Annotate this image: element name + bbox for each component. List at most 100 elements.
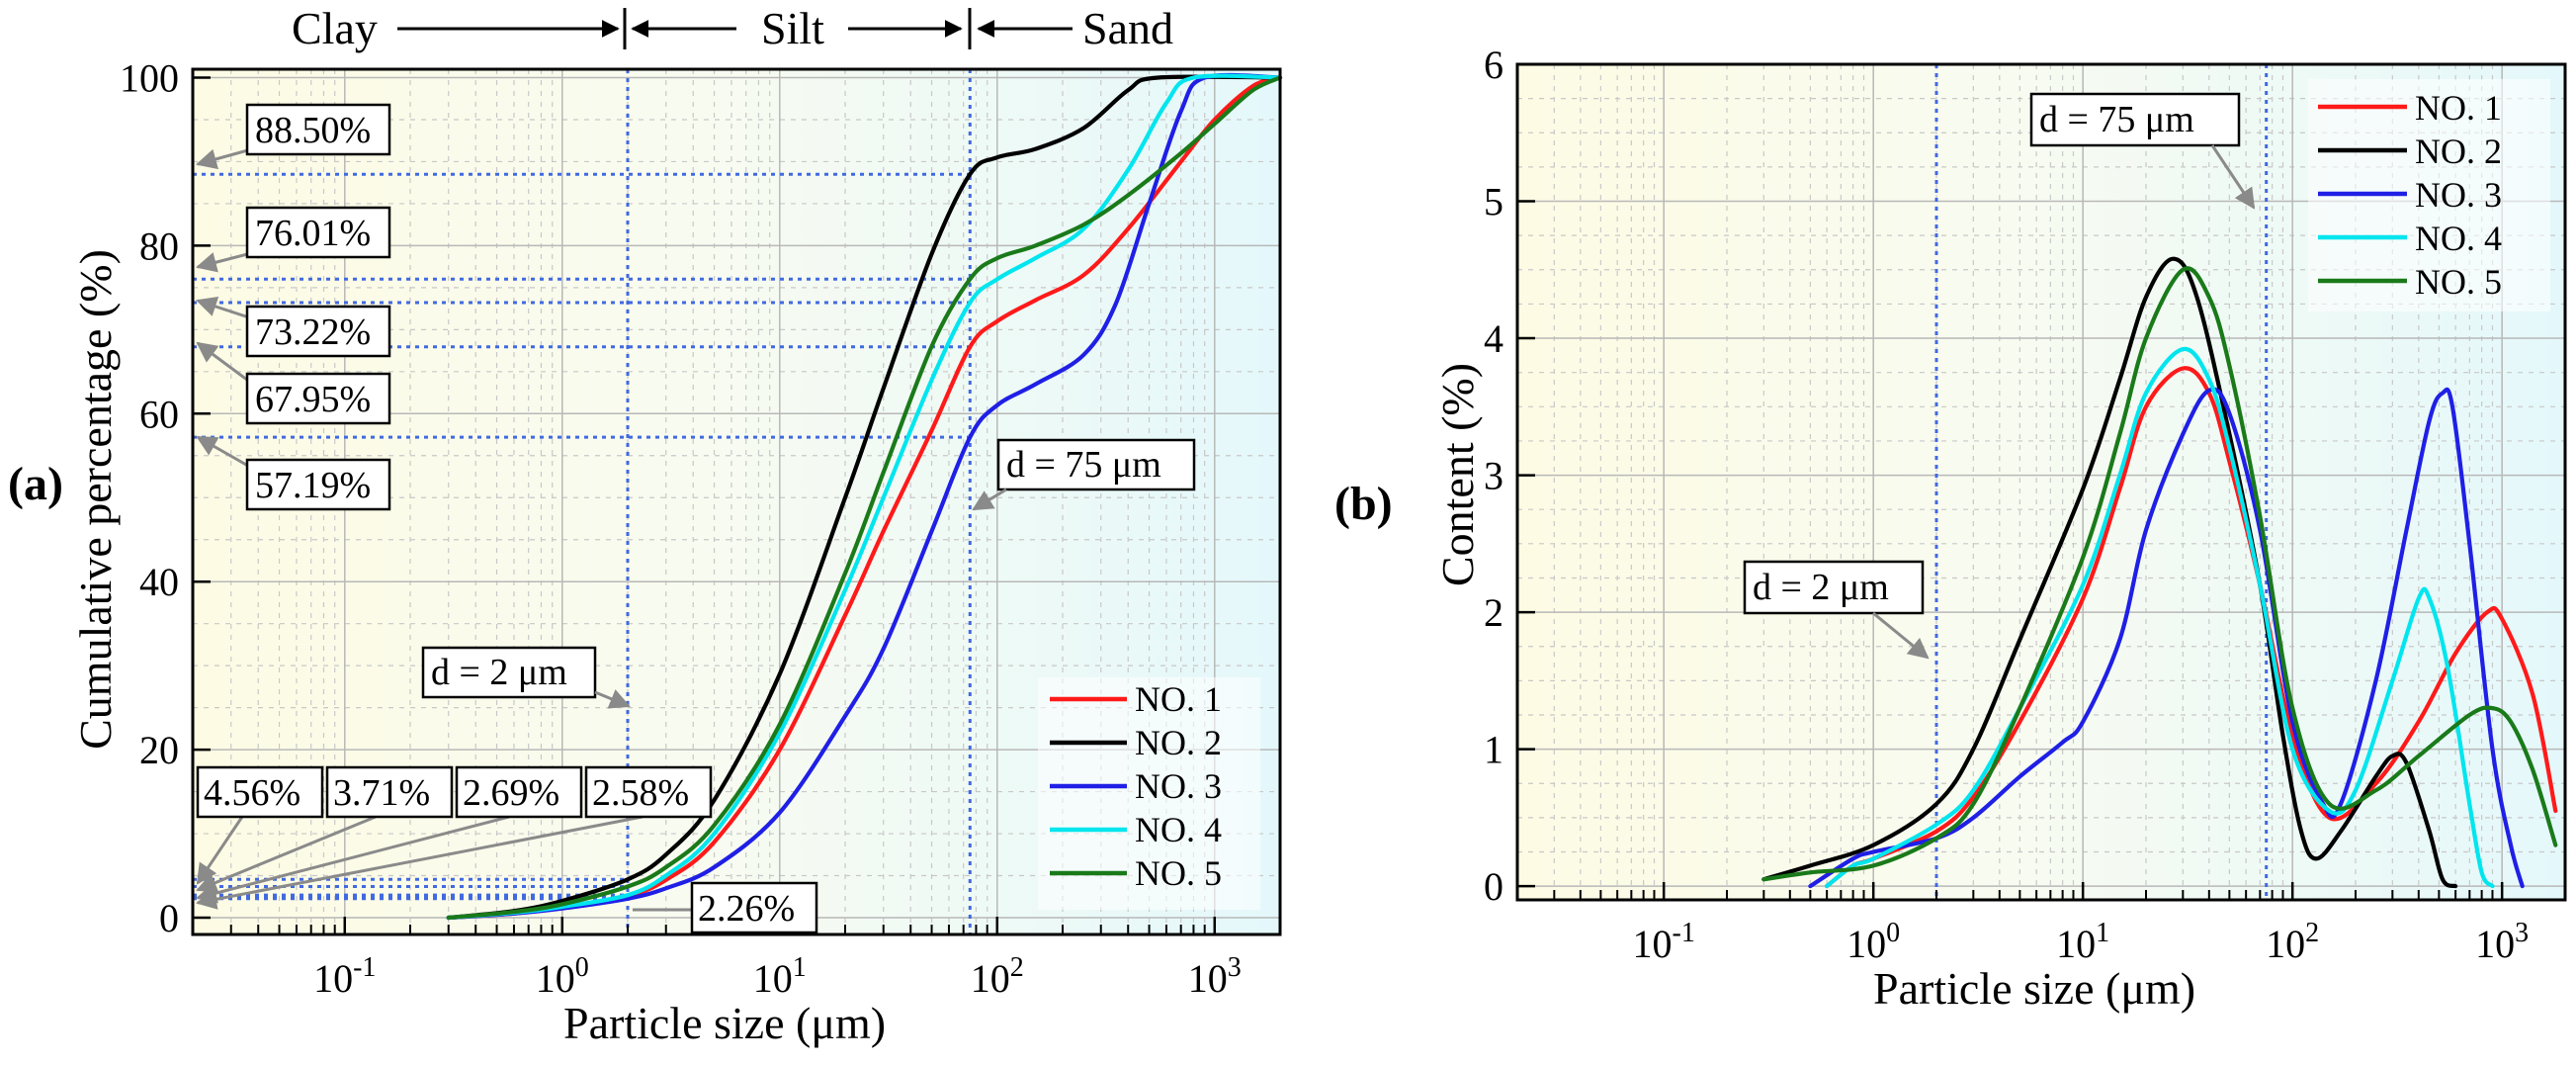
panel-b-ref-box-75um [2029, 92, 2241, 147]
legend-b-label-no1: NO. 1 [2415, 88, 2502, 128]
callout-arrow-88-50 [195, 146, 256, 170]
x-tick-label: 10-1 [1633, 918, 1695, 966]
callout-arrow-67-95 [196, 341, 256, 388]
callout-box-88-50 [245, 103, 391, 156]
legend-a-label-no3: NO. 3 [1135, 766, 1222, 806]
panel-b-ref-annotations: d = 2 μm d = 75 μm [1743, 92, 2256, 660]
zone-label-silt: Silt [761, 3, 824, 53]
x-tick-label: 100 [536, 952, 589, 1001]
callout-label-3-71: 3.71% [333, 772, 430, 814]
callout-arrow-73-22 [196, 296, 256, 321]
callout-box-3-71 [325, 765, 454, 819]
callout-box-57-19 [245, 458, 391, 511]
y-tick-label: 80 [139, 223, 179, 268]
panel-b-series-no2 [1761, 256, 2458, 889]
panel-a-x-axis-title: Particle size (μm) [563, 998, 886, 1048]
panel-a-legend: NO. 1 NO. 2 NO. 3 NO. 4 NO. 5 [1038, 677, 1260, 910]
callout-label-57-19: 57.19% [255, 465, 371, 506]
panel-b-y-axis-title: Content (%) [1432, 363, 1483, 586]
legend-a-label-no1: NO. 1 [1135, 679, 1222, 719]
callout-arrow-3-71 [196, 815, 377, 893]
panel-b-series-no4 [1825, 346, 2495, 889]
callout-label-2-58: 2.58% [592, 772, 689, 814]
x-tick-label: 100 [1846, 918, 1900, 966]
x-tick-label: 102 [2266, 918, 2319, 966]
callout-box-67-95 [245, 372, 391, 425]
panel-a-series-no5 [446, 75, 1283, 921]
panel-b-plot-frame [1515, 62, 2567, 902]
callout-arrow-2-69 [195, 815, 510, 904]
panel-b-ref-box-2um [1743, 560, 1925, 615]
y-tick-label: 6 [1484, 43, 1503, 87]
panel-a-plot-frame [191, 67, 1282, 936]
panel-a-axis-ticks: 10-1 100 101 102 103 0 20 40 60 80 100 [120, 55, 1242, 1001]
panel-a-cumulative-chart: 10-1 100 101 102 103 0 20 40 60 80 100 Clay Silt S… [8, 3, 1283, 1048]
callout-arrow-76-01 [195, 250, 256, 273]
panel-b-series-no5 [1761, 266, 2558, 882]
callout-box-2-58 [584, 765, 713, 819]
panel-b-ref-label-2um: d = 2 μm [1753, 567, 1889, 608]
x-tick-label: 10-1 [313, 952, 376, 1001]
x-tick-label: 103 [1188, 952, 1242, 1001]
panel-a-series-no4 [446, 73, 1283, 921]
zone-label-sand: Sand [1082, 3, 1173, 53]
callout-label-73-22: 73.22% [255, 311, 371, 353]
y-tick-label: 20 [139, 728, 179, 772]
panel-b-content-chart: 10-1 100 101 102 103 0 1 2 3 4 5 6 Particle size (μ… [1334, 43, 2567, 1014]
zone-label-clay: Clay [292, 3, 378, 53]
y-tick-label: 2 [1484, 590, 1503, 635]
x-tick-label: 101 [2056, 918, 2109, 966]
legend-a-label-no4: NO. 4 [1135, 810, 1222, 849]
legend-a-label-no5: NO. 5 [1135, 853, 1222, 893]
panel-a-ref-arrow-75um [972, 488, 1007, 511]
y-tick-label: 4 [1484, 316, 1503, 361]
legend-b-label-no2: NO. 2 [2415, 132, 2502, 171]
callout-box-2-69 [455, 765, 583, 819]
callouts-2um: 4.56% 3.71% 2.69% 2.58% 2.26% [195, 765, 818, 934]
y-tick-label: 3 [1484, 454, 1503, 498]
panel-a-ref-label-75um: d = 75 μm [1006, 444, 1161, 486]
callout-box-2-26 [690, 881, 818, 934]
callout-box-73-22 [245, 305, 391, 358]
panel-b-ref-arrow-2um [1872, 611, 1930, 660]
panel-a-series-no2 [446, 74, 1283, 921]
y-tick-label: 40 [139, 560, 179, 604]
legend-b-label-no5: NO. 5 [2415, 262, 2502, 302]
panel-a-label: (a) [8, 458, 63, 510]
callout-label-4-56: 4.56% [204, 772, 301, 814]
x-tick-label: 102 [971, 952, 1024, 1001]
callout-arrow-57-19 [196, 435, 256, 472]
panel-b-legend: NO. 1 NO. 2 NO. 3 NO. 4 NO. 5 [2308, 79, 2550, 311]
panel-a-ref-annotations: d = 2 μm d = 75 μm [421, 438, 1196, 709]
panel-b-series-lines [1761, 256, 2558, 889]
panel-a-ref-box-2um [421, 646, 597, 699]
y-tick-label: 0 [159, 896, 179, 940]
y-tick-label: 100 [120, 55, 179, 100]
panel-b-reference-lines [1934, 64, 2269, 900]
panel-a-series-lines [446, 72, 1283, 921]
y-tick-label: 1 [1484, 728, 1503, 772]
x-tick-label: 103 [2475, 918, 2529, 966]
y-tick-label: 5 [1484, 180, 1503, 224]
callout-label-2-26: 2.26% [698, 888, 795, 930]
panel-a-y-axis-title: Cumulative percentage (%) [70, 249, 121, 750]
panel-a-series-no3 [446, 72, 1283, 921]
legend-b-label-no4: NO. 4 [2415, 219, 2502, 258]
callout-arrow-2-58 [195, 815, 644, 910]
panel-b-ref-arrow-75um [2210, 144, 2256, 210]
callouts-75um: 88.50% 76.01% 73.22% 67.95% 57.19% [195, 103, 391, 511]
panel-b-axis-ticks: 10-1 100 101 102 103 0 1 2 3 4 5 6 [1484, 43, 2529, 966]
panel-b-label: (b) [1334, 478, 1393, 530]
zone-header: Clay Silt Sand [292, 3, 1173, 53]
panel-a-ref-arrow-2um [594, 689, 631, 709]
callout-box-76-01 [245, 206, 391, 259]
legend-a-label-no2: NO. 2 [1135, 723, 1222, 762]
y-tick-label: 0 [1484, 864, 1503, 909]
callout-label-76-01: 76.01% [255, 213, 371, 254]
panel-b-x-axis-title: Particle size (μm) [1873, 963, 2195, 1014]
panel-a-ref-label-2um: d = 2 μm [431, 652, 567, 693]
callout-box-4-56 [196, 765, 324, 819]
callout-arrow-4-56 [196, 816, 244, 885]
callout-label-88-50: 88.50% [255, 110, 371, 151]
